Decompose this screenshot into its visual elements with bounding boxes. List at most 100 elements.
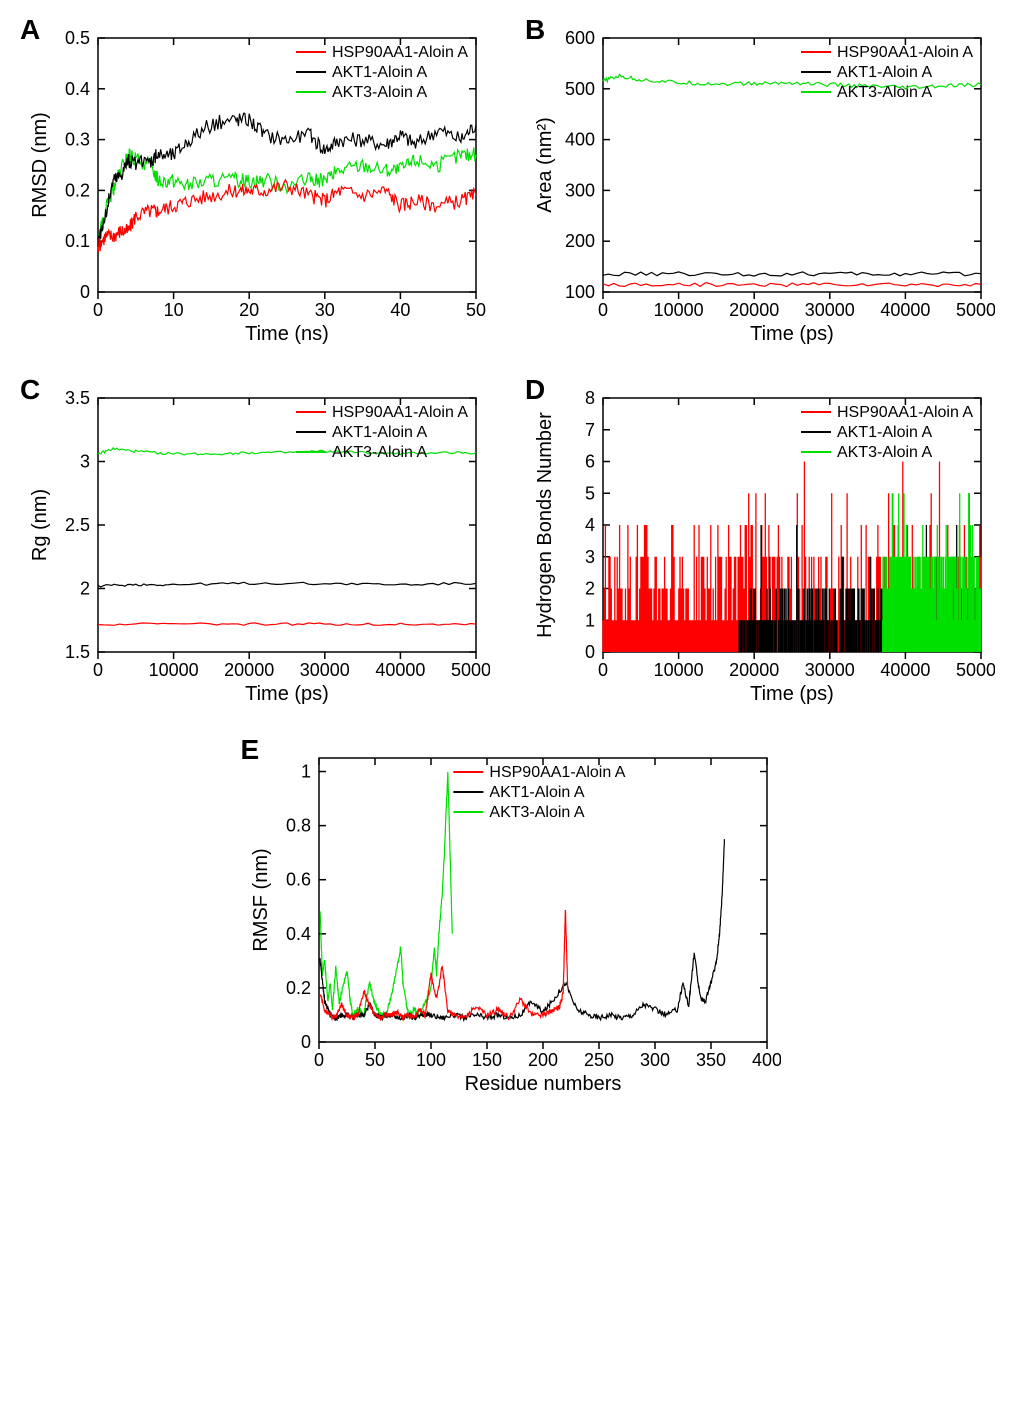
svg-text:20000: 20000	[224, 660, 274, 680]
svg-text:100: 100	[565, 282, 595, 302]
svg-text:20: 20	[239, 300, 259, 320]
svg-text:0: 0	[313, 1050, 323, 1070]
svg-text:AKT3-Aloin A: AKT3-Aloin A	[332, 84, 427, 101]
panel-b: B 01000020000300004000050000100200300400…	[525, 20, 1000, 350]
chart-d: 01000020000300004000050000012345678Time …	[525, 380, 995, 710]
svg-text:Time (ns): Time (ns)	[245, 323, 329, 345]
svg-text:HSP90AA1-Aloin A: HSP90AA1-Aloin A	[837, 44, 973, 61]
panel-d: D 01000020000300004000050000012345678Tim…	[525, 380, 1000, 710]
svg-text:150: 150	[471, 1050, 501, 1070]
svg-text:20000: 20000	[729, 300, 779, 320]
svg-text:RMSD (nm): RMSD (nm)	[29, 112, 51, 218]
svg-text:3: 3	[585, 547, 595, 567]
svg-text:0: 0	[93, 660, 103, 680]
panel-c: C 010000200003000040000500001.522.533.5T…	[20, 380, 495, 710]
svg-text:0.3: 0.3	[65, 130, 90, 150]
panel-e-row: E 05010015020025030035040000.20.40.60.81…	[20, 740, 1000, 1100]
panel-e-label: E	[241, 734, 260, 766]
svg-text:300: 300	[565, 180, 595, 200]
svg-text:AKT3-Aloin A: AKT3-Aloin A	[837, 84, 932, 101]
svg-text:50000: 50000	[956, 660, 995, 680]
chart-a: 0 10 20 30 40 50 0 0.1 0.2 0.3 0.4 0.5 Time (ns) RMSD…	[20, 20, 490, 350]
chart-e: 05010015020025030035040000.20.40.60.81Re…	[241, 740, 781, 1100]
svg-text:400: 400	[565, 130, 595, 150]
svg-text:8: 8	[585, 388, 595, 408]
svg-text:3: 3	[80, 452, 90, 472]
svg-text:40000: 40000	[880, 300, 930, 320]
svg-text:0: 0	[598, 660, 608, 680]
panel-e: E 05010015020025030035040000.20.40.60.81…	[241, 740, 780, 1100]
svg-text:50: 50	[364, 1050, 384, 1070]
panel-c-label: C	[20, 374, 40, 406]
panel-d-label: D	[525, 374, 545, 406]
svg-text:HSP90AA1-Aloin A: HSP90AA1-Aloin A	[837, 404, 973, 421]
svg-text:Time (ps): Time (ps)	[750, 323, 834, 345]
svg-text:400: 400	[751, 1050, 780, 1070]
figure-grid: A 0102030405000.10.20.30.40.5Time (ns)RM…	[20, 20, 1000, 1100]
chart-c: 010000200003000040000500001.522.533.5Tim…	[20, 380, 490, 710]
svg-text:HSP90AA1-Aloin A: HSP90AA1-Aloin A	[332, 44, 468, 61]
svg-text:0.2: 0.2	[65, 180, 90, 200]
panel-a: A 0102030405000.10.20.30.40.5Time (ns)RM…	[20, 20, 495, 350]
svg-text:7: 7	[585, 420, 595, 440]
svg-text:250: 250	[583, 1050, 613, 1070]
svg-text:10000: 10000	[654, 660, 704, 680]
svg-text:0: 0	[93, 300, 103, 320]
svg-text:AKT3-Aloin A: AKT3-Aloin A	[489, 804, 584, 821]
svg-text:0.4: 0.4	[65, 79, 90, 99]
svg-text:0.6: 0.6	[285, 870, 310, 890]
svg-text:10: 10	[164, 300, 184, 320]
svg-text:0: 0	[80, 282, 90, 302]
svg-text:10000: 10000	[149, 660, 199, 680]
svg-text:Time (ps): Time (ps)	[245, 683, 329, 705]
svg-text:350: 350	[695, 1050, 725, 1070]
svg-text:6: 6	[585, 452, 595, 472]
svg-text:500: 500	[565, 79, 595, 99]
svg-text:Rg (nm): Rg (nm)	[29, 489, 51, 561]
svg-text:0.1: 0.1	[65, 231, 90, 251]
svg-text:0.5: 0.5	[65, 28, 90, 48]
svg-text:HSP90AA1-Aloin A: HSP90AA1-Aloin A	[489, 764, 625, 781]
svg-text:AKT1-Aloin A: AKT1-Aloin A	[837, 64, 932, 81]
svg-text:0: 0	[598, 300, 608, 320]
svg-text:0.8: 0.8	[285, 816, 310, 836]
svg-text:1: 1	[300, 762, 310, 782]
svg-text:40: 40	[390, 300, 410, 320]
svg-text:4: 4	[585, 515, 595, 535]
panel-b-label: B	[525, 14, 545, 46]
svg-text:30000: 30000	[805, 660, 855, 680]
svg-text:AKT3-Aloin A: AKT3-Aloin A	[837, 444, 932, 461]
svg-text:AKT1-Aloin A: AKT1-Aloin A	[489, 784, 584, 801]
svg-text:30: 30	[315, 300, 335, 320]
svg-text:2.5: 2.5	[65, 515, 90, 535]
svg-text:5: 5	[585, 483, 595, 503]
svg-text:10000: 10000	[654, 300, 704, 320]
svg-text:AKT1-Aloin A: AKT1-Aloin A	[837, 424, 932, 441]
svg-text:0.2: 0.2	[285, 978, 310, 998]
panel-a-label: A	[20, 14, 40, 46]
svg-text:2: 2	[585, 579, 595, 599]
svg-text:RMSF (nm): RMSF (nm)	[250, 848, 272, 951]
svg-text:100: 100	[415, 1050, 445, 1070]
svg-text:300: 300	[639, 1050, 669, 1070]
svg-text:30000: 30000	[805, 300, 855, 320]
svg-text:0: 0	[300, 1032, 310, 1052]
svg-text:Hydrogen Bonds Number: Hydrogen Bonds Number	[534, 412, 556, 638]
svg-text:1.5: 1.5	[65, 642, 90, 662]
svg-text:50000: 50000	[956, 300, 995, 320]
svg-text:40000: 40000	[375, 660, 425, 680]
svg-text:50: 50	[466, 300, 486, 320]
svg-text:1: 1	[585, 610, 595, 630]
svg-text:AKT1-Aloin A: AKT1-Aloin A	[332, 64, 427, 81]
svg-text:50000: 50000	[451, 660, 490, 680]
svg-text:Area (nm²): Area (nm²)	[534, 117, 556, 213]
svg-text:200: 200	[527, 1050, 557, 1070]
svg-text:3.5: 3.5	[65, 388, 90, 408]
chart-b: 0 10000 20000 30000 40000 50000 100 200 300 400 50…	[525, 20, 995, 350]
svg-text:0: 0	[585, 642, 595, 662]
svg-text:2: 2	[80, 579, 90, 599]
svg-text:40000: 40000	[880, 660, 930, 680]
svg-text:200: 200	[565, 231, 595, 251]
svg-text:AKT1-Aloin A: AKT1-Aloin A	[332, 424, 427, 441]
svg-text:0.4: 0.4	[285, 924, 310, 944]
